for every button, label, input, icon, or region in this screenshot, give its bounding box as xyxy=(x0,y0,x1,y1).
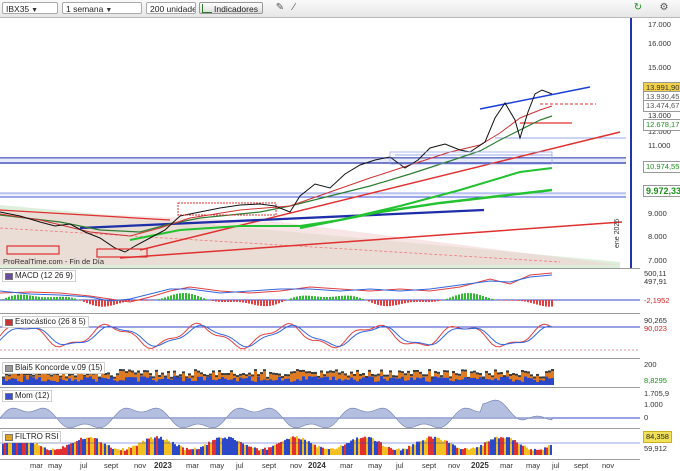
stochastic-chart[interactable] xyxy=(0,314,640,358)
rsi-filter-chart[interactable] xyxy=(0,429,640,459)
price-axis-label: 16.000 xyxy=(648,39,671,48)
time-axis-label: nov xyxy=(134,461,147,470)
x-axis-line xyxy=(0,459,640,460)
time-axis-label: 2025 xyxy=(471,461,489,470)
momentum-color-swatch xyxy=(5,392,13,400)
refresh-icon[interactable]: ↻ xyxy=(633,2,643,13)
pane-divider[interactable] xyxy=(0,358,640,359)
price-value-box: 10.974,55 xyxy=(643,161,680,173)
koncorde-color-swatch xyxy=(5,364,13,372)
macd-chart[interactable] xyxy=(0,269,640,313)
draw-tool-icon[interactable]: ∕ xyxy=(293,2,295,13)
macd-value: 497,91 xyxy=(644,277,667,286)
chart-toolbar: IBX35▼ 1 semana▼ 200 unidades▼ Indicador… xyxy=(0,0,680,18)
stochastic-color-swatch xyxy=(5,318,13,326)
momentum-value: 0 xyxy=(644,413,649,422)
time-axis-label: mar xyxy=(340,461,353,470)
rsi-filter-title: FILTRO RSI xyxy=(2,431,62,443)
indicators-label: Indicadores xyxy=(214,4,258,14)
stochastic-value: 90,265 xyxy=(644,316,667,325)
time-axis-label: sept xyxy=(422,461,437,470)
pane-divider[interactable] xyxy=(0,313,640,314)
symbol-value: IBX35 xyxy=(6,4,30,14)
macd-title: MACD (12 26 9) xyxy=(2,270,76,282)
indicators-button[interactable]: Indicadores xyxy=(199,2,263,14)
time-axis-label: may xyxy=(526,461,541,470)
symbol-select[interactable]: IBX35 ▼ xyxy=(2,2,58,14)
time-axis-label: mar xyxy=(500,461,513,470)
macd-color-swatch xyxy=(5,272,13,280)
wrench-icon[interactable]: ✎ xyxy=(275,2,285,13)
macd-value: -2,1952 xyxy=(644,296,670,305)
time-axis-label: nov xyxy=(290,461,303,470)
time-axis-label: sept xyxy=(262,461,277,470)
price-chart[interactable] xyxy=(0,18,640,268)
time-axis-label: 2023 xyxy=(154,461,172,470)
time-axis-label: nov xyxy=(448,461,461,470)
settings-icon[interactable]: ⚙ xyxy=(659,2,669,13)
units-value: 200 unidades xyxy=(150,4,196,14)
time-axis-label: jul xyxy=(396,461,404,470)
time-axis-label: jul xyxy=(236,461,244,470)
price-axis-label: 15.000 xyxy=(648,63,671,72)
time-axis-label: nov xyxy=(602,461,615,470)
time-axis-label: may xyxy=(368,461,383,470)
price-value-box: 12.678,17 xyxy=(643,119,680,131)
rsi-value: 84,358 xyxy=(643,431,672,443)
price-axis-label: 8.000 xyxy=(648,232,667,241)
rsi-value: 59,912 xyxy=(644,444,667,453)
momentum-value: 1.705,9 xyxy=(644,389,670,398)
macd-value: 500,11 xyxy=(644,269,667,278)
price-value-box: 9.972,33 xyxy=(643,185,680,197)
time-axis-label: jul xyxy=(80,461,88,470)
units-select[interactable]: 200 unidades▼ xyxy=(146,2,196,14)
time-axis-label: mar xyxy=(30,461,43,470)
price-axis[interactable]: 17.000 16.000 15.000 13.000 12.000 11.000 9.00… xyxy=(641,18,680,268)
chevron-down-icon: ▼ xyxy=(105,7,113,14)
time-axis-label: 2024 xyxy=(308,461,326,470)
rsi-color-swatch xyxy=(5,433,13,441)
koncorde-value: 200 xyxy=(644,360,657,369)
time-axis-label: may xyxy=(48,461,63,470)
period-value: 1 semana xyxy=(66,4,104,14)
pane-divider[interactable] xyxy=(0,268,640,269)
koncorde-value: 8,8295 xyxy=(644,376,667,385)
price-axis-label: 12.000 xyxy=(648,127,671,136)
chevron-down-icon: ▼ xyxy=(31,7,39,14)
chart-icon xyxy=(202,4,212,13)
date-marker-label: ene 2026 xyxy=(614,218,621,248)
price-value-box: 13.474,67 xyxy=(643,100,680,112)
time-axis-label: sept xyxy=(104,461,119,470)
price-axis-label: 9.000 xyxy=(648,209,667,218)
price-axis-label: 13.000 xyxy=(648,111,671,120)
time-axis-label: mar xyxy=(186,461,199,470)
watermark: ProRealTime.com - Fin de Día xyxy=(3,257,105,266)
momentum-title: Mom (12) xyxy=(2,390,53,402)
momentum-value: 1.000 xyxy=(644,400,663,409)
stochastic-value: 90,023 xyxy=(644,324,667,333)
period-select[interactable]: 1 semana ▼ xyxy=(62,2,142,14)
pane-divider[interactable] xyxy=(0,428,640,429)
koncorde-chart[interactable] xyxy=(0,359,640,387)
pane-divider[interactable] xyxy=(0,387,640,388)
momentum-chart[interactable] xyxy=(0,388,640,428)
price-axis-label: 7.000 xyxy=(648,256,667,265)
time-axis-label: jul xyxy=(552,461,560,470)
stochastic-title: Estocástico (26 8 5) xyxy=(2,316,89,328)
time-axis-label: may xyxy=(210,461,225,470)
price-axis-label: 11.000 xyxy=(648,141,671,150)
price-axis-label: 17.000 xyxy=(648,20,671,29)
koncorde-title: Blai5 Koncorde v.09 (15) xyxy=(2,362,106,374)
time-axis-label: sept xyxy=(574,461,589,470)
